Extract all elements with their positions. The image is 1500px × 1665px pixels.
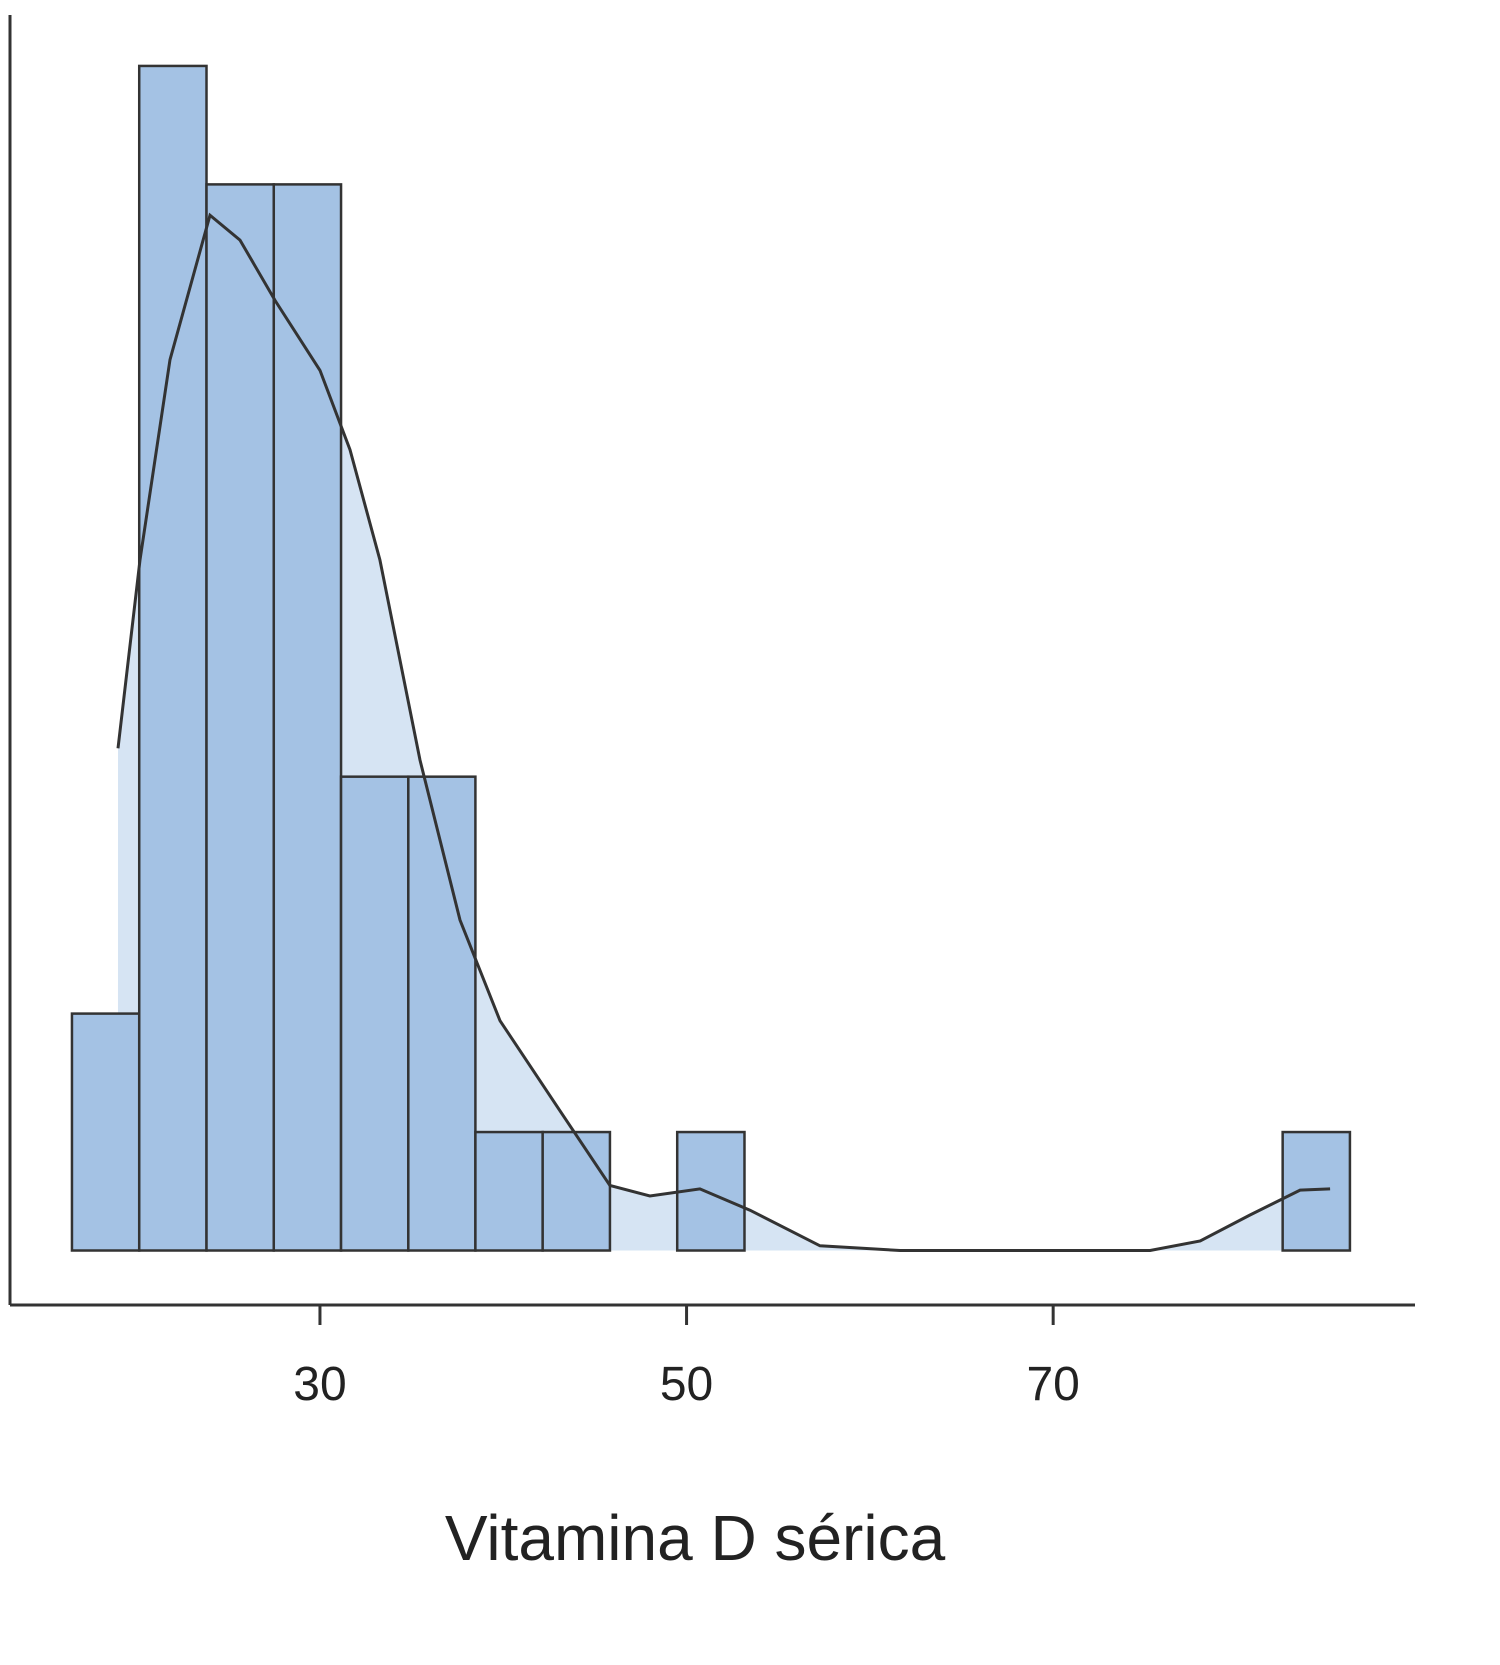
histogram-bar [474,1130,544,1252]
x-tick-label: 70 [1026,1358,1079,1411]
x-tick-label: 50 [660,1358,713,1411]
histogram-bar [272,183,343,1252]
x-axis-label: Vitamina D sérica [445,1502,946,1574]
histogram-bar [70,1012,141,1252]
density-curve [116,212,1331,1252]
histogram-bar [1281,1130,1352,1252]
x-tick-label: 30 [293,1358,346,1411]
histogram-bar [205,183,276,1252]
histogram-bar [339,775,410,1252]
histogram-bar [407,775,477,1252]
histogram-bar [137,64,208,1252]
histogram-bar [541,1130,612,1252]
